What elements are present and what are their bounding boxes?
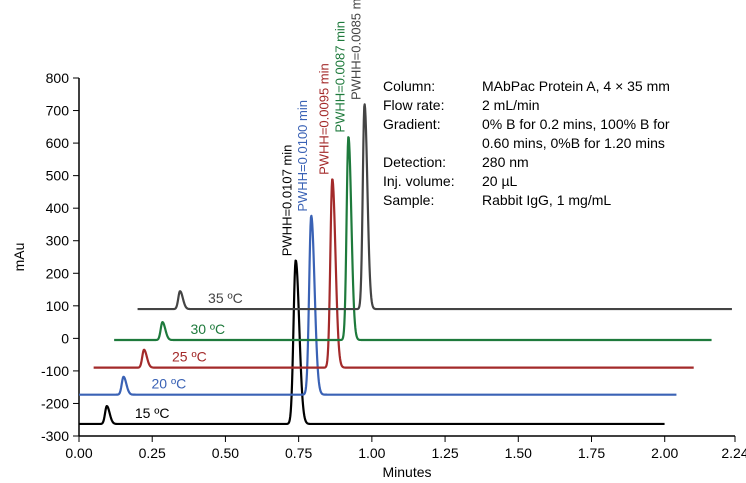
y-tick-label: 0 bbox=[61, 330, 69, 346]
note-value: 2 mL/min bbox=[482, 97, 540, 113]
note-label: Detection: bbox=[383, 154, 446, 170]
note-label: Sample: bbox=[383, 192, 434, 208]
note-label: Gradient: bbox=[383, 116, 441, 132]
y-tick-label: -200 bbox=[41, 395, 69, 411]
series-lines bbox=[78, 103, 733, 426]
y-tick-label: -300 bbox=[41, 428, 69, 444]
series-line bbox=[78, 214, 678, 396]
y-tick-label: 200 bbox=[46, 265, 70, 281]
note-value: MAbPac Protein A, 4 × 35 mm bbox=[482, 78, 670, 94]
x-tick-label: 0.00 bbox=[65, 445, 92, 461]
pwhh-label: PWHH=0.0085 min bbox=[349, 0, 364, 100]
series-label: 15 ºC bbox=[135, 405, 170, 421]
y-tick-label: 700 bbox=[46, 103, 70, 119]
note-label: Column: bbox=[383, 78, 435, 94]
y-axis-title: mAu bbox=[11, 243, 27, 272]
y-tick-label: 500 bbox=[46, 168, 70, 184]
note-value: 20 µL bbox=[482, 173, 518, 189]
x-tick-label: 0.50 bbox=[212, 445, 239, 461]
series-label: 25 ºC bbox=[172, 349, 207, 365]
y-tick-label: 800 bbox=[46, 70, 70, 86]
note-value: 0% B for 0.2 mins, 100% B for bbox=[482, 116, 670, 132]
y-tick-label: -100 bbox=[41, 363, 69, 379]
axes: 0.00 0.25 0.50 0.75 1.00 1.25 1.50 1.75 2.00 2.24… bbox=[41, 70, 746, 461]
x-axis-title: Minutes bbox=[382, 464, 431, 480]
series-line bbox=[113, 136, 713, 342]
pwhh-labels: PWHH=0.0107 min PWHH=0.0100 min PWHH=0.009… bbox=[280, 0, 364, 256]
x-tick-label: 1.25 bbox=[431, 445, 458, 461]
y-tick-label: 600 bbox=[46, 135, 70, 151]
pwhh-label: PWHH=0.0095 min bbox=[316, 63, 331, 175]
x-tick-label: 0.75 bbox=[285, 445, 312, 461]
x-tick-label: 2.24 bbox=[721, 445, 746, 461]
series-line bbox=[92, 178, 695, 369]
series-labels: 15 ºC 20 ºC 25 ºC 30 ºC 35 ºC bbox=[135, 290, 243, 421]
x-tick-label: 0.25 bbox=[139, 445, 166, 461]
y-tick-label: 400 bbox=[46, 200, 70, 216]
note-value: 0.60 mins, 0%B for 1.20 mins bbox=[482, 135, 665, 151]
y-tick-label: 100 bbox=[46, 298, 70, 314]
x-tick-label: 1.75 bbox=[578, 445, 605, 461]
x-tick-label: 1.00 bbox=[358, 445, 385, 461]
x-tick-label: 2.00 bbox=[651, 445, 678, 461]
series-line bbox=[78, 259, 666, 426]
note-label: Flow rate: bbox=[383, 97, 444, 113]
note-label: Inj. volume: bbox=[383, 173, 455, 189]
note-value: 280 nm bbox=[482, 154, 529, 170]
pwhh-label: PWHH=0.0087 min bbox=[332, 21, 347, 133]
series-label: 20 ºC bbox=[152, 376, 187, 392]
note-value: Rabbit IgG, 1 mg/mL bbox=[482, 192, 611, 208]
y-tick-label: 300 bbox=[46, 233, 70, 249]
series-line bbox=[136, 103, 733, 311]
pwhh-label: PWHH=0.0100 min bbox=[295, 100, 310, 212]
series-label: 35 ºC bbox=[208, 290, 243, 306]
method-notes: Column: MAbPac Protein A, 4 × 35 mm Flow r… bbox=[383, 78, 670, 208]
pwhh-label: PWHH=0.0107 min bbox=[280, 145, 295, 257]
series-label: 30 ºC bbox=[190, 321, 225, 337]
x-tick-label: 1.50 bbox=[505, 445, 532, 461]
